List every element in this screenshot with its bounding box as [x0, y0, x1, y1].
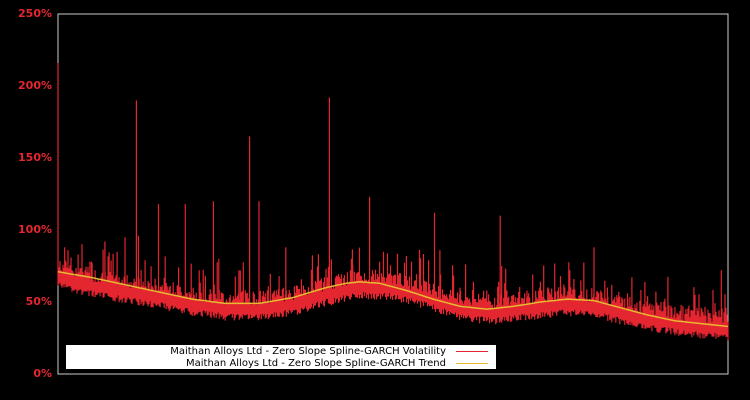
- legend-swatch-volatility: [456, 350, 488, 352]
- legend-swatch-trend: [456, 362, 488, 364]
- legend-item-volatility: Maithan Alloys Ltd - Zero Slope Spline-G…: [170, 345, 488, 357]
- legend-item-trend: Maithan Alloys Ltd - Zero Slope Spline-G…: [186, 357, 488, 369]
- y-tick-label: 100%: [18, 223, 52, 236]
- volatility-line: [57, 63, 729, 341]
- trend-series: [57, 271, 729, 328]
- legend-label-volatility: Maithan Alloys Ltd - Zero Slope Spline-G…: [170, 345, 446, 357]
- volatility-series: [57, 63, 729, 341]
- y-tick-label: 0%: [33, 367, 52, 380]
- legend-label-trend: Maithan Alloys Ltd - Zero Slope Spline-G…: [186, 357, 446, 369]
- y-tick-label: 250%: [18, 7, 52, 20]
- y-tick-label: 50%: [25, 295, 52, 308]
- legend: Maithan Alloys Ltd - Zero Slope Spline-G…: [66, 345, 496, 369]
- y-tick-label: 150%: [18, 151, 52, 164]
- y-tick-label: 200%: [18, 79, 52, 92]
